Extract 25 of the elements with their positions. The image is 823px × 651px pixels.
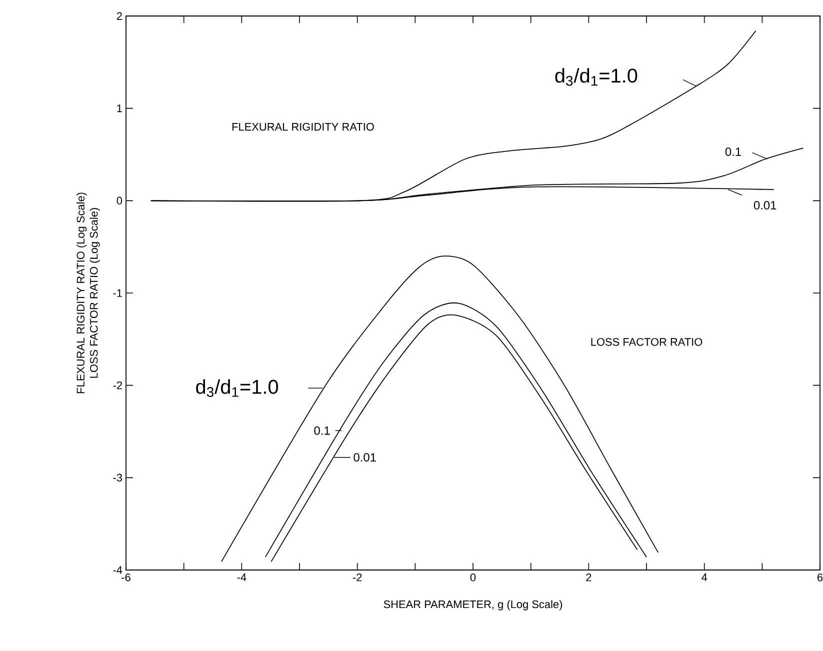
- x-tick-label: -6: [122, 574, 130, 582]
- x-tick-label: -4: [237, 574, 246, 582]
- y-tick-label: -3: [113, 474, 122, 482]
- annotation: LOSS FACTOR RATIO: [591, 338, 702, 346]
- x-tick-label: -2: [352, 574, 362, 582]
- annotation: 0.01: [754, 201, 776, 210]
- y-tick-label: -1: [113, 289, 122, 297]
- annotation: 0.1: [314, 426, 330, 435]
- y-tick-label: -4: [113, 566, 122, 574]
- y-tick-label: -2: [113, 382, 122, 390]
- y-tick-label: 2: [116, 12, 122, 20]
- annotation: FLEXURAL RIGIDITY RATIO: [232, 122, 374, 131]
- text: LOSS FACTOR RATIO (Log Scale): [90, 208, 100, 378]
- x-tick-label: 4: [702, 574, 708, 582]
- y-tick-label: 0: [116, 196, 122, 205]
- x-tick-label: 2: [586, 574, 592, 582]
- x-tick-label: 6: [818, 574, 823, 582]
- x-axis-title: SHEAR PARAMETER, g (Log Scale): [384, 600, 562, 610]
- annotation: d$_{3}$/d$_{1}$=1.0: [555, 68, 638, 86]
- y-tick-label: 1: [117, 104, 122, 112]
- annotation: 0.01: [354, 453, 376, 462]
- annotation: 0.1: [725, 148, 741, 156]
- annotation: d$_{3}$/d$_{1}$=1.0: [196, 379, 278, 397]
- x-tick-label: 0: [470, 574, 476, 582]
- text: FLEXURAL RIGIDITY RATIO (Log Scale): [76, 192, 87, 394]
